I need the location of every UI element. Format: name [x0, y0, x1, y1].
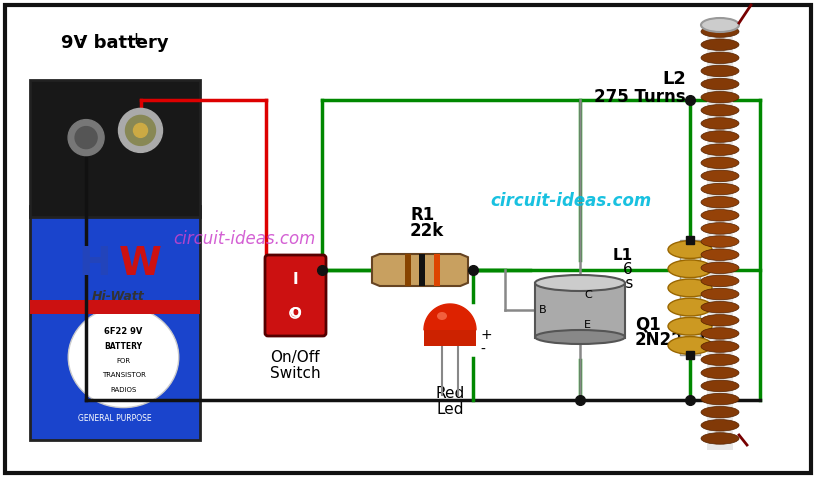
Circle shape — [126, 115, 156, 145]
Text: Led: Led — [437, 402, 463, 417]
Ellipse shape — [701, 65, 739, 76]
Ellipse shape — [701, 275, 739, 287]
Text: L1: L1 — [613, 248, 633, 263]
Ellipse shape — [701, 249, 739, 261]
Circle shape — [118, 109, 162, 152]
Ellipse shape — [668, 298, 712, 316]
Text: Red: Red — [436, 386, 464, 401]
Text: Switch: Switch — [269, 366, 321, 381]
Text: B: B — [539, 305, 547, 315]
Text: +: + — [480, 328, 491, 342]
Text: H: H — [78, 245, 111, 282]
Ellipse shape — [668, 279, 712, 297]
Ellipse shape — [701, 196, 739, 208]
Ellipse shape — [668, 337, 712, 354]
Ellipse shape — [701, 26, 739, 37]
Text: I: I — [292, 272, 298, 287]
Ellipse shape — [701, 157, 739, 169]
Ellipse shape — [701, 341, 739, 352]
Ellipse shape — [69, 307, 179, 408]
Ellipse shape — [437, 312, 447, 320]
Text: -: - — [78, 30, 84, 48]
Polygon shape — [424, 304, 476, 330]
Text: -: - — [480, 343, 485, 357]
Ellipse shape — [701, 52, 739, 64]
Ellipse shape — [668, 317, 712, 335]
Circle shape — [68, 120, 104, 156]
Text: E: E — [584, 320, 591, 330]
Bar — [30, 80, 200, 217]
Text: circuit-ideas.com: circuit-ideas.com — [490, 192, 652, 210]
Text: 6F22 9V: 6F22 9V — [104, 327, 143, 337]
Ellipse shape — [701, 262, 739, 273]
Ellipse shape — [701, 367, 739, 379]
Circle shape — [134, 123, 148, 137]
Ellipse shape — [535, 330, 625, 344]
Text: On/Off: On/Off — [270, 350, 320, 365]
Bar — [405, 254, 411, 286]
Text: W: W — [119, 245, 162, 282]
Bar — [424, 330, 476, 346]
Ellipse shape — [701, 380, 739, 391]
Ellipse shape — [701, 393, 739, 405]
Ellipse shape — [701, 183, 739, 195]
Ellipse shape — [701, 302, 739, 313]
Ellipse shape — [701, 315, 739, 326]
Text: FOR: FOR — [117, 358, 131, 364]
Ellipse shape — [701, 78, 739, 90]
Ellipse shape — [701, 406, 739, 418]
Ellipse shape — [701, 354, 739, 366]
Text: TRANSISTOR: TRANSISTOR — [101, 372, 145, 378]
Text: Q1: Q1 — [635, 316, 661, 334]
Bar — [707, 25, 733, 450]
Ellipse shape — [701, 144, 739, 155]
Text: 22k: 22k — [410, 222, 444, 240]
Ellipse shape — [701, 105, 739, 116]
Text: 2N2222: 2N2222 — [635, 331, 707, 349]
Bar — [680, 240, 700, 355]
Ellipse shape — [701, 209, 739, 221]
Ellipse shape — [701, 91, 739, 103]
Text: 9V battery: 9V battery — [61, 34, 169, 52]
Ellipse shape — [701, 131, 739, 142]
Text: 275 Turns: 275 Turns — [594, 88, 686, 106]
Ellipse shape — [701, 420, 739, 431]
Ellipse shape — [701, 327, 739, 339]
Ellipse shape — [701, 170, 739, 182]
Text: Turns: Turns — [592, 276, 633, 291]
Text: BATTERY: BATTERY — [104, 342, 143, 351]
Ellipse shape — [701, 223, 739, 234]
Text: +: + — [128, 30, 143, 48]
Ellipse shape — [701, 288, 739, 300]
Ellipse shape — [701, 18, 739, 32]
Ellipse shape — [701, 39, 739, 51]
Bar — [535, 283, 625, 338]
Ellipse shape — [668, 260, 712, 278]
Text: 6: 6 — [623, 262, 633, 277]
Text: R1: R1 — [410, 206, 434, 224]
Bar — [419, 254, 425, 286]
Ellipse shape — [701, 236, 739, 247]
Text: Hi-Watt: Hi-Watt — [92, 290, 144, 303]
Text: L2: L2 — [662, 70, 686, 88]
Polygon shape — [372, 254, 468, 286]
Ellipse shape — [701, 433, 739, 444]
Text: GENERAL PURPOSE: GENERAL PURPOSE — [78, 414, 152, 423]
Ellipse shape — [701, 118, 739, 129]
Bar — [30, 300, 200, 314]
Ellipse shape — [535, 275, 625, 291]
Text: RADIOS: RADIOS — [110, 387, 136, 392]
Ellipse shape — [668, 241, 712, 259]
Text: C: C — [584, 290, 592, 300]
Text: circuit-ideas.com: circuit-ideas.com — [174, 230, 316, 248]
FancyBboxPatch shape — [265, 255, 326, 336]
Text: O: O — [289, 306, 301, 320]
Bar — [434, 254, 440, 286]
Circle shape — [75, 127, 97, 149]
Bar — [30, 206, 200, 440]
